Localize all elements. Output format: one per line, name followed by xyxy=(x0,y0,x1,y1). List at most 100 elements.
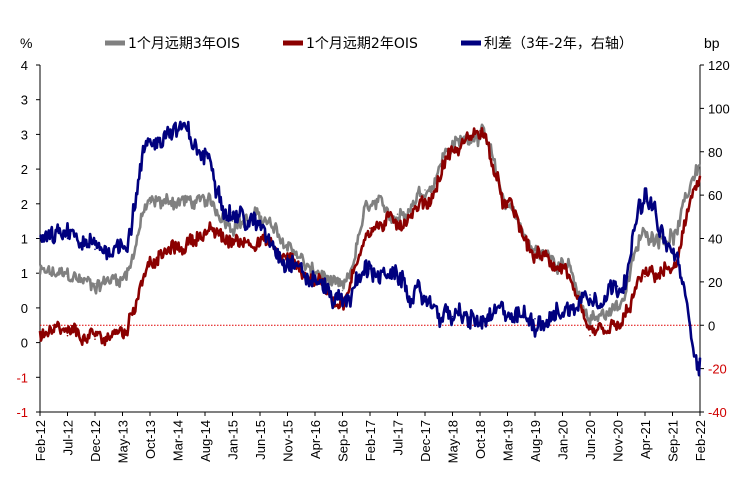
series-2-point xyxy=(286,255,289,257)
right-tick-label: 120 xyxy=(708,58,730,73)
right-tick-label: 40 xyxy=(708,232,722,247)
series-2-point xyxy=(176,129,179,131)
series-2-point xyxy=(699,356,701,359)
series-1-point xyxy=(231,241,234,243)
series-0-point xyxy=(66,275,69,278)
x-tick-label: Mar-19 xyxy=(501,420,516,461)
series-1-point xyxy=(176,248,179,250)
left-tick-label: 2 xyxy=(21,162,28,177)
x-tick-label: Sep-21 xyxy=(666,420,681,462)
series-0-point xyxy=(396,213,399,216)
right-tick-label: 60 xyxy=(708,188,722,203)
series-2-point xyxy=(424,300,426,303)
x-axis-ticks: Feb-12 Jul-12 Dec-12 May-13 Oct-13 Mar-14 Aug-… xyxy=(33,412,708,463)
x-tick-label: Feb-22 xyxy=(693,420,708,461)
x-tick-label: Jun-15 xyxy=(253,420,268,460)
x-tick-label: Mar-14 xyxy=(171,420,186,461)
series-group xyxy=(38,120,702,377)
series-2-point xyxy=(671,252,674,255)
left-tick-label: 2 xyxy=(21,197,28,212)
x-tick-label: Apr-21 xyxy=(638,420,653,459)
series-2-point xyxy=(369,268,371,270)
series-2-point xyxy=(121,244,124,246)
series-2-point xyxy=(39,237,41,240)
right-tick-label: 20 xyxy=(708,275,722,290)
left-tick-label: 4 xyxy=(21,58,28,73)
series-0-point xyxy=(94,282,96,285)
x-tick-label: Dec-17 xyxy=(418,420,433,462)
series-0-point xyxy=(644,234,646,236)
x-tick-label: May-18 xyxy=(446,420,461,463)
series-0-point xyxy=(341,289,344,292)
x-tick-label: Feb-12 xyxy=(33,420,48,461)
series-1-point xyxy=(204,230,206,233)
series-0-point xyxy=(616,303,619,306)
x-tick-label: Nov-15 xyxy=(281,420,296,462)
series-line-2 xyxy=(38,120,702,377)
left-tick-label: 0 xyxy=(21,336,28,351)
x-tick-label: Oct-13 xyxy=(143,420,158,459)
legend: 1个月远期3年OIS 1个月远期2年OIS 利差（3年-2年，右轴） xyxy=(105,36,633,52)
series-0-point xyxy=(451,144,454,146)
left-tick-label: 0 xyxy=(21,301,28,316)
series-2-point xyxy=(314,281,316,283)
series-1-point xyxy=(534,255,536,257)
left-axis-ticks: 4 3 3 2 2 1 1 0 0 -1 -1 xyxy=(16,58,40,420)
legend-label-spread: 利差（3年-2年，右轴） xyxy=(484,36,633,52)
series-1-point xyxy=(149,261,151,264)
left-tick-label: 3 xyxy=(21,127,28,142)
series-1-point xyxy=(644,275,646,278)
series-2-point xyxy=(589,294,591,296)
x-tick-label: May-13 xyxy=(116,420,131,463)
series-1-point xyxy=(479,130,481,132)
series-0-point xyxy=(176,199,179,202)
series-1-point xyxy=(616,327,619,330)
series-1-point xyxy=(671,268,674,271)
left-tick-label: -1 xyxy=(16,370,28,385)
x-tick-label: Aug-14 xyxy=(198,420,213,462)
series-0-point xyxy=(424,189,426,191)
series-2-point xyxy=(94,248,96,251)
series-line-1 xyxy=(38,127,702,347)
series-0-point xyxy=(204,203,206,205)
left-unit-label: % xyxy=(20,35,32,51)
right-tick-label: -20 xyxy=(708,362,727,377)
series-2-point xyxy=(149,140,151,142)
series-1-point xyxy=(259,237,261,240)
series-2-point xyxy=(479,322,481,324)
series-1-point xyxy=(589,334,591,337)
series-0-point xyxy=(231,220,234,222)
series-2-point xyxy=(231,211,234,214)
series-0-point xyxy=(534,251,536,254)
right-tick-label: 0 xyxy=(708,318,715,333)
series-1-point xyxy=(94,338,96,340)
series-1-point xyxy=(699,175,701,177)
series-2-point xyxy=(534,317,536,320)
right-tick-label: 80 xyxy=(708,145,722,160)
x-tick-label: Jul-17 xyxy=(391,420,406,455)
x-tick-label: Jan-20 xyxy=(556,420,571,460)
series-0-point xyxy=(286,244,289,247)
series-2-point xyxy=(204,155,206,157)
x-tick-label: Aug-19 xyxy=(528,420,543,462)
left-tick-label: 3 xyxy=(21,93,28,108)
series-0-point xyxy=(369,206,371,209)
series-0-point xyxy=(314,272,316,275)
series-1-point xyxy=(121,331,124,333)
left-tick-label: 1 xyxy=(21,232,28,247)
series-1-point xyxy=(369,227,371,229)
series-2-point xyxy=(616,285,619,288)
series-0-point xyxy=(561,258,564,261)
x-tick-label: Feb-17 xyxy=(363,420,378,461)
series-2-point xyxy=(66,237,69,240)
x-tick-label: Oct-18 xyxy=(473,420,488,459)
x-tick-label: Jan-15 xyxy=(226,420,241,460)
series-2-point xyxy=(451,315,454,318)
legend-label-2y: 1个月远期2年OIS xyxy=(306,36,418,52)
x-tick-label: Nov-20 xyxy=(611,420,626,462)
right-unit-label: bp xyxy=(704,35,720,51)
x-tick-label: Apr-16 xyxy=(308,420,323,459)
series-2-point xyxy=(341,298,344,301)
x-tick-label: Sep-16 xyxy=(336,420,351,462)
